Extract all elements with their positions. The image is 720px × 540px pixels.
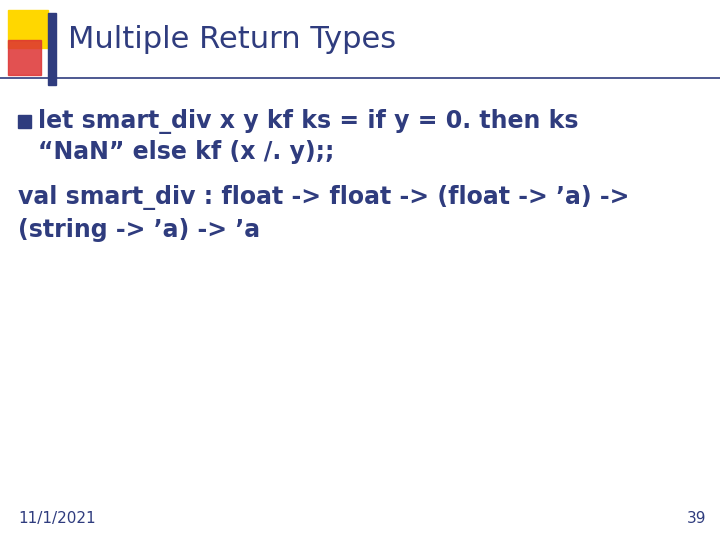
Text: (string -> ’a) -> ’a: (string -> ’a) -> ’a: [18, 218, 260, 242]
Text: Multiple Return Types: Multiple Return Types: [68, 25, 396, 55]
Bar: [8, 40, 41, 75]
Bar: [8, 10, 48, 48]
Bar: [48, 13, 56, 85]
Text: val smart_div : float -> float -> (float -> ’a) ->: val smart_div : float -> float -> (float…: [18, 186, 629, 211]
Text: 39: 39: [686, 511, 706, 526]
Text: let smart_div x y kf ks = if y = 0. then ks: let smart_div x y kf ks = if y = 0. then…: [38, 110, 578, 134]
Text: “NaN” else kf (x /. y);;: “NaN” else kf (x /. y);;: [38, 140, 334, 164]
Text: 11/1/2021: 11/1/2021: [18, 511, 96, 526]
Bar: [18, 115, 31, 128]
